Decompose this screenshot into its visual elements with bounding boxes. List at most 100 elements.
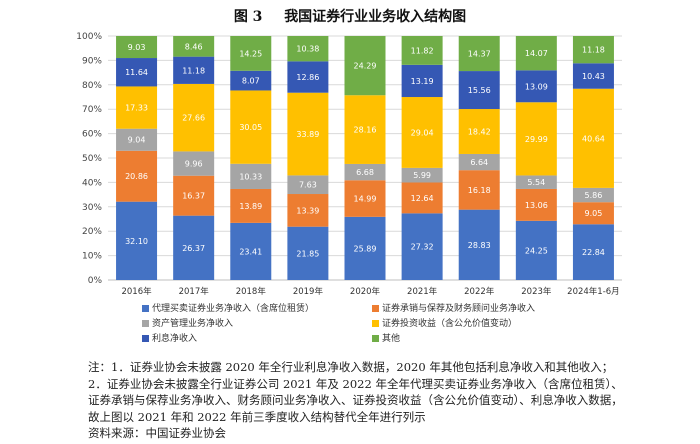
bar-segment <box>515 188 557 221</box>
data-label: 29.99 <box>525 135 548 144</box>
y-tick-label: 0% <box>88 276 103 286</box>
data-label: 8.46 <box>185 42 203 51</box>
data-label: 30.05 <box>239 123 262 132</box>
bar-segment <box>230 36 272 71</box>
data-label: 16.18 <box>468 186 491 195</box>
bar-segment <box>173 83 215 152</box>
data-label: 33.89 <box>296 130 319 139</box>
data-label: 27.66 <box>182 114 205 123</box>
data-label: 24.25 <box>525 246 548 255</box>
legend-swatch <box>142 335 149 342</box>
figure-title-text: 我国证券行业业务收入结构图 <box>284 9 467 25</box>
bar-segment <box>458 170 500 210</box>
bar-segment <box>401 97 443 168</box>
data-label: 40.64 <box>582 134 605 143</box>
bar-segment <box>230 188 272 223</box>
bar-segment <box>401 64 443 98</box>
bar-segment <box>230 70 272 91</box>
data-label: 29.04 <box>411 128 434 137</box>
legend-swatch <box>372 305 379 312</box>
bar-segment <box>287 175 329 195</box>
data-label: 18.42 <box>468 128 491 137</box>
bar-segment <box>515 102 557 176</box>
bar-segment <box>515 175 557 189</box>
legend-item: 证券承销与保荐及财务顾问业务净收入 <box>372 301 535 314</box>
y-tick-label: 20% <box>82 227 102 237</box>
data-label: 6.68 <box>356 168 374 177</box>
bar-segment <box>458 109 500 154</box>
bar-segment <box>458 153 500 171</box>
data-label: 13.89 <box>239 202 262 211</box>
data-label: 12.86 <box>296 73 319 82</box>
y-tick-label: 30% <box>82 203 102 213</box>
legend-label: 资产管理业务净收入 <box>152 319 234 329</box>
y-tick-label: 60% <box>82 130 102 140</box>
data-label: 14.25 <box>239 49 262 58</box>
bar-segment <box>116 201 158 280</box>
bar-segment <box>572 187 614 203</box>
bar-segment <box>116 86 158 129</box>
data-label: 10.33 <box>239 172 262 181</box>
legend-swatch <box>372 320 379 327</box>
bar-segment <box>572 63 614 89</box>
figure-title: 图 3 我国证券行业业务收入结构图 <box>0 6 700 26</box>
x-tick-label: 2020年 <box>350 286 381 297</box>
bar-segment <box>173 215 215 280</box>
data-label: 7.63 <box>299 181 317 190</box>
bar-segment <box>116 150 158 202</box>
x-tick-label: 2019年 <box>293 286 324 297</box>
data-label: 11.64 <box>125 68 148 77</box>
bar-segment <box>116 36 158 59</box>
data-label: 13.06 <box>525 201 548 210</box>
bar-segment <box>287 226 329 280</box>
legend-swatch <box>372 335 379 342</box>
legend-item: 利息净收入 <box>142 331 197 344</box>
data-label: 6.64 <box>470 158 488 167</box>
bar-segment <box>287 92 329 176</box>
bar-segment <box>173 151 215 176</box>
data-label: 11.18 <box>182 66 205 75</box>
x-tick-label: 2023年 <box>521 286 552 297</box>
bar-segment <box>344 35 386 96</box>
data-label: 11.18 <box>582 46 605 55</box>
notes-text: 注：1．证券业协会未披露 2020 年全行业利息净收入数据，2020 年其他包括… <box>88 360 623 424</box>
figure-label: 图 3 <box>233 9 263 25</box>
bar-segment <box>515 220 557 280</box>
legend-label: 代理买卖证券业务净收入（含席位租赁） <box>152 304 315 314</box>
legend-item: 资产管理业务净收入 <box>142 316 233 329</box>
y-tick-label: 90% <box>82 56 102 66</box>
data-label: 10.38 <box>296 45 319 54</box>
legend-label: 其他 <box>382 334 401 344</box>
data-label: 28.83 <box>468 241 491 250</box>
data-label: 9.96 <box>185 160 203 169</box>
data-label: 10.43 <box>582 72 605 81</box>
bar-segment <box>344 163 386 181</box>
x-tick-label: 2021年 <box>407 286 438 297</box>
data-label: 17.33 <box>125 104 148 113</box>
data-label: 20.86 <box>125 172 148 181</box>
x-tick-label: 2016年 <box>121 286 152 297</box>
bar-segment <box>401 36 443 65</box>
bar-segment <box>401 182 443 214</box>
x-tick-label: 2018年 <box>236 286 267 297</box>
chart-notes: 注：1．证券业协会未披露 2020 年全行业利息净收入数据，2020 年其他包括… <box>88 359 628 442</box>
bar-segment <box>287 36 329 62</box>
legend-swatch <box>142 305 149 312</box>
x-tick-label: 2022年 <box>464 286 495 297</box>
data-label: 13.39 <box>296 206 319 215</box>
bar-segment <box>515 70 557 103</box>
legend-label: 利息净收入 <box>152 334 198 344</box>
bar-segment <box>458 209 500 280</box>
data-label: 32.10 <box>125 237 148 246</box>
y-tick-label: 100% <box>76 32 102 42</box>
data-label: 5.86 <box>585 191 603 200</box>
legend-item: 代理买卖证券业务净收入（含席位租赁） <box>142 301 314 314</box>
data-label: 9.04 <box>128 136 146 145</box>
bar-segment <box>572 88 614 188</box>
data-label: 26.37 <box>182 244 205 253</box>
bar-segment <box>344 180 386 217</box>
bar-segment <box>287 61 329 93</box>
x-tick-label: 2024年1-6月 <box>567 286 620 297</box>
legend-item: 其他 <box>372 331 400 344</box>
y-tick-label: 40% <box>82 178 102 188</box>
